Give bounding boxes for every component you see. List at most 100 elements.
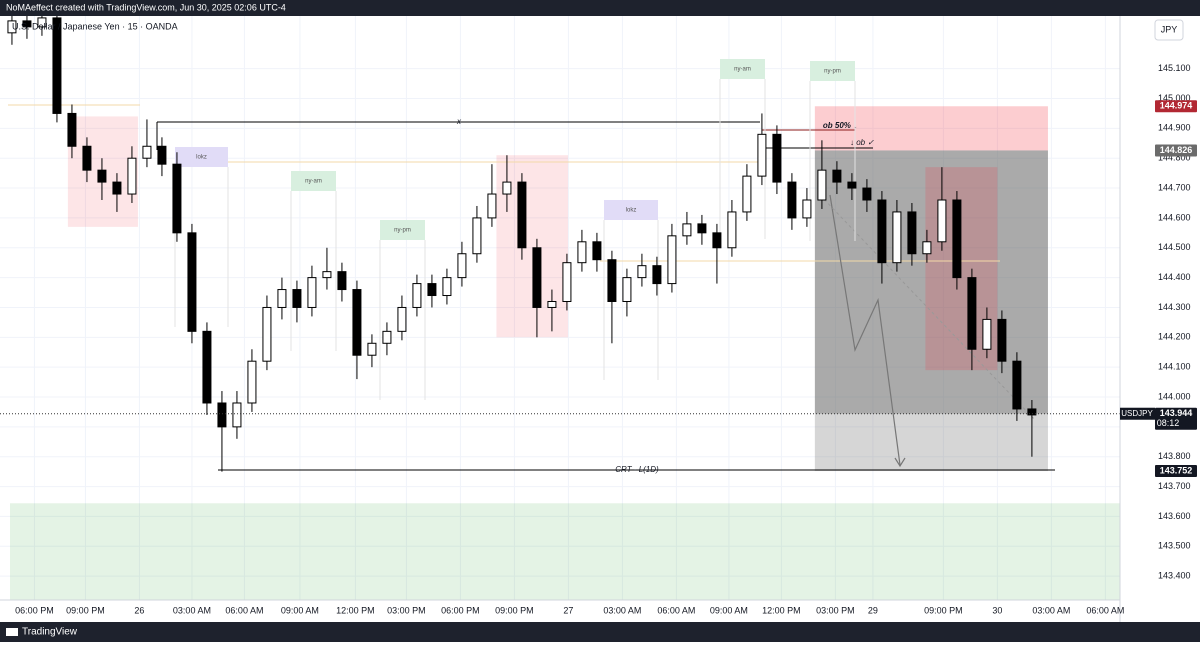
candle-body xyxy=(667,235,677,285)
x-tick-label: 12:00 PM xyxy=(336,605,375,615)
candle-body xyxy=(1027,408,1037,416)
price-countdown: 08:12 xyxy=(1157,418,1180,428)
candle-body xyxy=(892,211,902,264)
header-bar xyxy=(0,0,1200,16)
candle-body xyxy=(847,181,857,189)
candle-body xyxy=(262,306,272,362)
chart-title: U.S. Dollar / Japanese Yen · 15 · OANDA xyxy=(12,21,178,31)
session-box xyxy=(720,59,765,79)
candle-body xyxy=(982,318,992,350)
candle-body xyxy=(322,271,332,279)
candle-body xyxy=(697,223,707,234)
y-tick-label: 144.900 xyxy=(1158,123,1191,133)
session-label: lokz xyxy=(196,155,207,161)
symbol-label: USDJPY xyxy=(1121,409,1153,418)
x-tick-label: 26 xyxy=(134,605,144,615)
x-tick-label: 06:00 AM xyxy=(1086,605,1124,615)
zone xyxy=(814,106,1048,151)
y-tick-label: 145.000 xyxy=(1158,93,1191,103)
labels: 145.100 145.000 144.900 144.800 144.700 144.6… xyxy=(15,63,1197,615)
candle-body xyxy=(307,277,317,308)
y-tick-label: 144.700 xyxy=(1158,182,1191,192)
x-tick-label: 09:00 PM xyxy=(924,605,963,615)
x-tick-label: 06:00 AM xyxy=(225,605,263,615)
candle-body xyxy=(787,181,797,219)
underlay xyxy=(0,0,1120,600)
candle-body xyxy=(502,181,512,195)
candle-body xyxy=(127,157,137,195)
trend-line xyxy=(819,194,1036,421)
x-tick-label: 27 xyxy=(563,605,573,615)
x-tick-label: 03:00 PM xyxy=(816,605,855,615)
x-tick-label: 09:00 PM xyxy=(66,605,105,615)
candle-body xyxy=(577,241,587,264)
candle-body xyxy=(1012,360,1022,410)
zone xyxy=(10,503,1120,600)
y-tick-label: 144.100 xyxy=(1158,362,1191,372)
candle-body xyxy=(592,241,602,261)
price-marker-label: 144.974 xyxy=(1160,101,1193,111)
session-label: ny-am xyxy=(305,179,322,185)
candle-body xyxy=(772,133,782,183)
x-tick-label: 03:00 AM xyxy=(173,605,211,615)
price-marker xyxy=(1155,100,1197,113)
candle-body xyxy=(727,211,737,249)
candle-body xyxy=(412,283,422,308)
session-box xyxy=(810,61,855,81)
candle-body xyxy=(802,199,812,219)
time-axis-bg xyxy=(0,600,1200,622)
candle-body xyxy=(292,289,302,308)
brand: TradingView xyxy=(22,627,78,638)
x-line-label: x xyxy=(456,117,462,126)
candle-body xyxy=(142,145,152,159)
candle-body xyxy=(952,199,962,279)
candle-body xyxy=(562,262,572,302)
y-tick-label: 144.500 xyxy=(1158,242,1191,252)
candle-body xyxy=(247,360,257,404)
candle-body xyxy=(217,402,227,428)
price-marker xyxy=(1155,407,1197,430)
y-tick-label: 143.700 xyxy=(1158,481,1191,491)
candle-body xyxy=(922,241,932,255)
candle-body xyxy=(967,277,977,350)
y-tick-label: 143.600 xyxy=(1158,511,1191,521)
x-tick-label: 03:00 AM xyxy=(603,605,641,615)
x-tick-label: 09:00 PM xyxy=(495,605,534,615)
candle-body xyxy=(487,193,497,219)
candle-body xyxy=(367,342,377,356)
session-box xyxy=(380,220,425,240)
ob50-label: ob 50% ↓ xyxy=(823,121,857,130)
ob-label: ↓ ob ✓ xyxy=(850,138,874,147)
x-tick-label: 12:00 PM xyxy=(762,605,801,615)
symbol-marker xyxy=(1120,407,1155,420)
candle-body xyxy=(202,330,212,404)
candle-body xyxy=(832,169,842,183)
candle-body xyxy=(37,17,47,28)
candle-body xyxy=(652,265,662,285)
candle-body xyxy=(607,259,617,302)
y-tick-label: 144.300 xyxy=(1158,302,1191,312)
candle-body xyxy=(67,112,77,147)
candle-body xyxy=(757,133,767,177)
candle-body xyxy=(877,199,887,264)
drawings: x CRT - L(1D) ob 50% ↓ ↓ ob ✓ lokz ny-am n… xyxy=(8,59,1055,474)
crt-label: CRT - L(1D) xyxy=(615,465,659,474)
x-tick-label: 06:00 AM xyxy=(657,605,695,615)
y-tick-label: 143.800 xyxy=(1158,451,1191,461)
y-tick-label: 143.400 xyxy=(1158,570,1191,580)
candle-body xyxy=(337,271,347,291)
credit: NoMAeffect created with TradingView.com,… xyxy=(6,2,286,12)
price-marker-label: 143.752 xyxy=(1160,465,1193,475)
candle-body xyxy=(22,20,32,28)
x-tick-label: 03:00 AM xyxy=(1032,605,1070,615)
candle-body xyxy=(517,181,527,249)
candle-body xyxy=(937,199,947,243)
candle-body xyxy=(442,277,452,297)
candle-body xyxy=(742,175,752,213)
candle-body xyxy=(7,20,17,34)
session-label: ny-pm xyxy=(824,69,841,75)
y-tick-label: 144.800 xyxy=(1158,153,1191,163)
candle-body xyxy=(862,187,872,201)
projection-arrow xyxy=(894,457,906,468)
